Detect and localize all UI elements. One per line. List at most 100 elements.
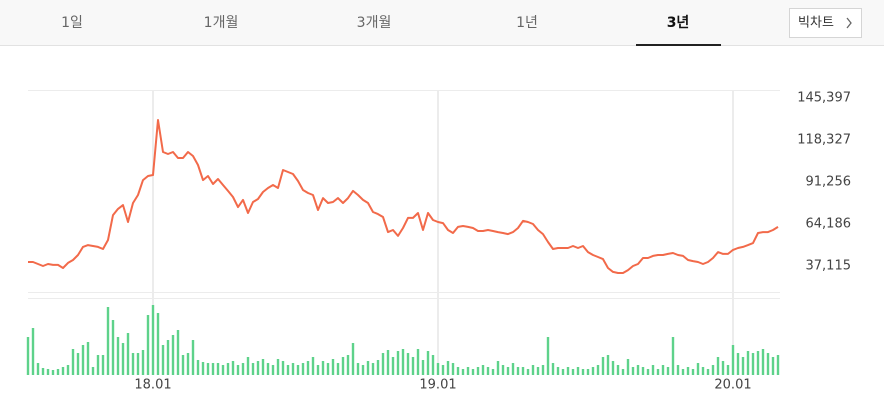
volume-bar <box>456 367 460 375</box>
volume-bar <box>581 369 585 375</box>
volume-bar <box>431 355 435 375</box>
volume-bar <box>61 367 65 375</box>
volume-bar <box>771 357 775 375</box>
volume-bar <box>426 351 430 375</box>
volume-bar <box>596 365 600 375</box>
tab[interactable]: 1개월 <box>204 15 239 31</box>
volume-bar <box>541 365 545 375</box>
y-tick-label: 118,327 <box>797 133 851 148</box>
volume-bar <box>261 359 265 375</box>
volume-bar <box>86 342 90 375</box>
volume-bar <box>681 369 685 375</box>
volume-bar <box>351 343 355 375</box>
volume-bar <box>231 361 235 375</box>
volume-bar <box>591 367 595 375</box>
volume-bar <box>181 355 185 375</box>
volume-bar <box>56 369 60 375</box>
volume-bar <box>606 355 610 375</box>
x-tick-label: 18.01 <box>134 378 171 393</box>
volume-bar <box>196 360 200 375</box>
volume-bar <box>586 369 590 375</box>
volume-bar <box>776 355 780 375</box>
button-box[interactable] <box>789 8 862 38</box>
volume-bar <box>731 345 735 375</box>
volume-bar <box>141 350 145 375</box>
volume-bar <box>96 355 100 375</box>
volume-bar <box>366 361 370 375</box>
volume-bar <box>206 363 210 375</box>
volume-bar <box>271 365 275 375</box>
volume-bar <box>556 367 560 375</box>
volume-bar <box>216 363 220 375</box>
volume-bar <box>506 367 510 375</box>
volume-bar <box>741 357 745 375</box>
volume-bar <box>476 367 480 375</box>
grid: 145,397 118,327 91,256 64,186 37,115 18.01 19.… <box>134 90 851 393</box>
volume-bar <box>671 337 675 375</box>
volume-bar <box>106 307 110 375</box>
volume-bar <box>601 357 605 375</box>
volume-bar <box>676 365 680 375</box>
volume-bar <box>171 335 175 375</box>
volume-bar <box>696 363 700 375</box>
volume-bar <box>491 369 495 375</box>
volume-bar <box>336 363 340 375</box>
volume-bar <box>316 365 320 375</box>
volume-bar <box>471 369 475 375</box>
volume-bar <box>461 369 465 375</box>
volume-bar <box>291 363 295 375</box>
volume-bar <box>746 351 750 375</box>
volume-bar <box>626 359 630 375</box>
volume-bar <box>341 357 345 375</box>
tab[interactable]: 1년 <box>516 15 538 31</box>
volume-bar <box>756 351 760 375</box>
volume-bar <box>71 349 75 375</box>
volume-bar <box>251 363 255 375</box>
volume-bar <box>31 328 35 375</box>
price-line <box>28 119 779 274</box>
volume-bar <box>501 365 505 375</box>
volume-bar <box>496 361 500 375</box>
volume-bar <box>566 367 570 375</box>
volume-bar <box>236 365 240 375</box>
volume-bar <box>81 345 85 375</box>
volume-bar <box>561 369 565 375</box>
button-label[interactable]: 빅차트 <box>798 16 834 31</box>
volume-bar <box>306 361 310 375</box>
volume-bar <box>716 357 720 375</box>
volume-bar <box>241 363 245 375</box>
volume-bar <box>446 361 450 375</box>
volume-bar <box>346 355 350 375</box>
volume-bar <box>416 349 420 375</box>
volume-bar <box>726 365 730 375</box>
volume-bar <box>436 363 440 375</box>
volume-bar <box>301 363 305 375</box>
tab[interactable]: 3개월 <box>357 15 392 31</box>
volume-bar <box>151 305 155 375</box>
chevron-icon[interactable] <box>846 17 852 29</box>
volume-bar <box>191 340 195 375</box>
tab[interactable]: 1일 <box>61 15 83 31</box>
volume-bar <box>651 365 655 375</box>
volume-bar <box>281 361 285 375</box>
volume-bar <box>526 369 530 375</box>
volume-bar <box>451 363 455 375</box>
volume-bar <box>536 367 540 375</box>
volume-bar <box>616 365 620 375</box>
volume-bar <box>286 365 290 375</box>
volume-bar <box>321 361 325 375</box>
volume-bar <box>751 353 755 375</box>
volume-bar <box>126 333 130 375</box>
volume-bar <box>631 367 635 375</box>
tab-selected[interactable]: 3년 <box>667 15 690 31</box>
tab-bar <box>0 0 884 45</box>
big-chart-button[interactable]: 빅차트 <box>789 8 862 38</box>
volume-bar <box>661 365 665 375</box>
volume-bar <box>276 359 280 375</box>
volume-bar <box>146 315 150 375</box>
volume-bar <box>721 361 725 375</box>
volume-bar <box>76 353 80 375</box>
x-tick-label: 20.01 <box>714 378 751 393</box>
volume-bar <box>326 363 330 375</box>
